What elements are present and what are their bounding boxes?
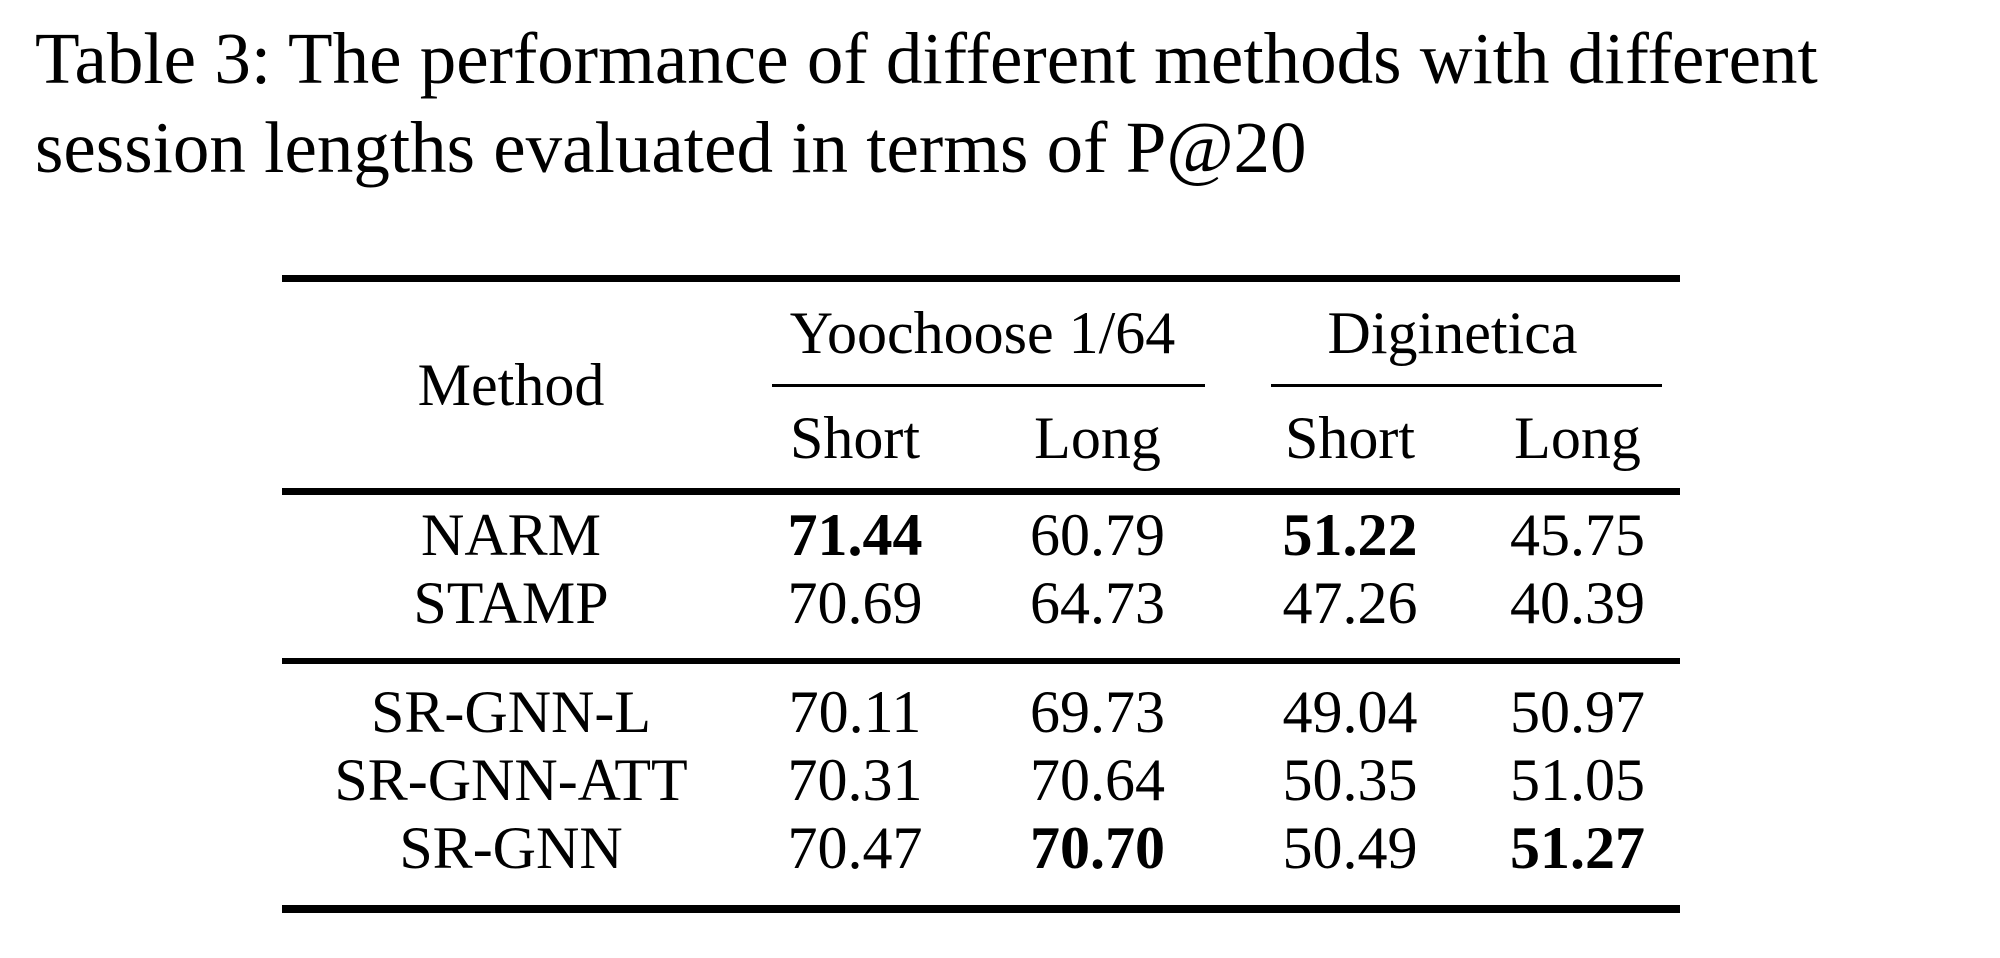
table-row: STAMP 70.69 64.73 47.26 40.39 bbox=[282, 569, 1680, 637]
cell-value: 70.47 bbox=[787, 815, 923, 881]
cell-value: 50.97 bbox=[1510, 679, 1645, 745]
row-method-name: SR-GNN-ATT bbox=[334, 747, 688, 813]
row-method-name: NARM bbox=[420, 502, 602, 568]
group-header-row: Yoochoose 1/64 Diginetica bbox=[282, 282, 1680, 384]
table-header: Yoochoose 1/64 Diginetica Short Long Sho… bbox=[282, 282, 1680, 488]
table-bottom-rule bbox=[282, 905, 1680, 913]
cell-value: 40.39 bbox=[1510, 570, 1645, 636]
cell-value: 70.64 bbox=[1030, 747, 1165, 813]
cmidrule-row bbox=[282, 384, 1680, 388]
table-row: SR-GNN 70.47 70.70 50.49 51.27 bbox=[282, 814, 1680, 882]
row-method-name: SR-GNN-L bbox=[371, 679, 651, 745]
mid-rule bbox=[282, 658, 1680, 664]
table-row: SR-GNN-ATT 70.31 70.64 50.35 51.05 bbox=[282, 746, 1680, 814]
cell-value: 60.79 bbox=[1030, 502, 1165, 568]
cell-value: 70.11 bbox=[788, 679, 922, 745]
cmidrule-yoochoose bbox=[772, 384, 1205, 387]
results-table: Yoochoose 1/64 Diginetica Short Long Sho… bbox=[282, 275, 1680, 913]
srgnn-variants-section: SR-GNN-L 70.11 69.73 49.04 50.97 SR-GNN-… bbox=[282, 664, 1680, 905]
baseline-methods-section: NARM 71.44 60.79 51.22 45.75 STAMP 70.69… bbox=[282, 495, 1680, 658]
cell-value: 69.73 bbox=[1030, 679, 1165, 745]
cmidrule-diginetica bbox=[1271, 384, 1662, 387]
cell-value: 64.73 bbox=[1030, 570, 1165, 636]
header-bottom-rule bbox=[282, 488, 1680, 495]
cell-value: 50.49 bbox=[1282, 815, 1418, 881]
cell-value: 45.75 bbox=[1510, 502, 1645, 568]
cell-value: 50.35 bbox=[1282, 747, 1418, 813]
table-caption: Table 3: The performance of different me… bbox=[35, 14, 1975, 192]
cell-value: 51.27 bbox=[1510, 815, 1645, 881]
cell-value: 49.04 bbox=[1282, 679, 1418, 745]
table-row: NARM 71.44 60.79 51.22 45.75 bbox=[282, 501, 1680, 569]
method-column-header: Method bbox=[417, 351, 605, 418]
row-method-name: STAMP bbox=[413, 570, 609, 636]
subheader-row: Short Long Short Long bbox=[282, 388, 1680, 488]
row-method-name: SR-GNN bbox=[399, 815, 623, 881]
table-top-rule bbox=[282, 275, 1680, 282]
cell-value: 70.70 bbox=[1030, 815, 1165, 881]
cell-value: 47.26 bbox=[1282, 570, 1418, 636]
subheader-diginetica-long: Long bbox=[1514, 404, 1641, 471]
cell-value: 70.31 bbox=[787, 747, 923, 813]
column-group-diginetica: Diginetica bbox=[1327, 299, 1578, 366]
cell-value: 70.69 bbox=[787, 570, 923, 636]
cell-value: 51.22 bbox=[1282, 502, 1418, 568]
caption-line-2: session lengths evaluated in terms of P@… bbox=[35, 107, 1307, 188]
subheader-diginetica-short: Short bbox=[1284, 404, 1416, 471]
cell-value: 51.05 bbox=[1510, 747, 1645, 813]
column-group-yoochoose: Yoochoose 1/64 bbox=[789, 299, 1176, 366]
table-row: SR-GNN-L 70.11 69.73 49.04 50.97 bbox=[282, 678, 1680, 746]
subheader-yoochoose-short: Short bbox=[789, 404, 921, 471]
cell-value: 71.44 bbox=[787, 502, 923, 568]
caption-line-1: Table 3: The performance of different me… bbox=[35, 18, 1818, 99]
subheader-yoochoose-long: Long bbox=[1034, 404, 1161, 471]
